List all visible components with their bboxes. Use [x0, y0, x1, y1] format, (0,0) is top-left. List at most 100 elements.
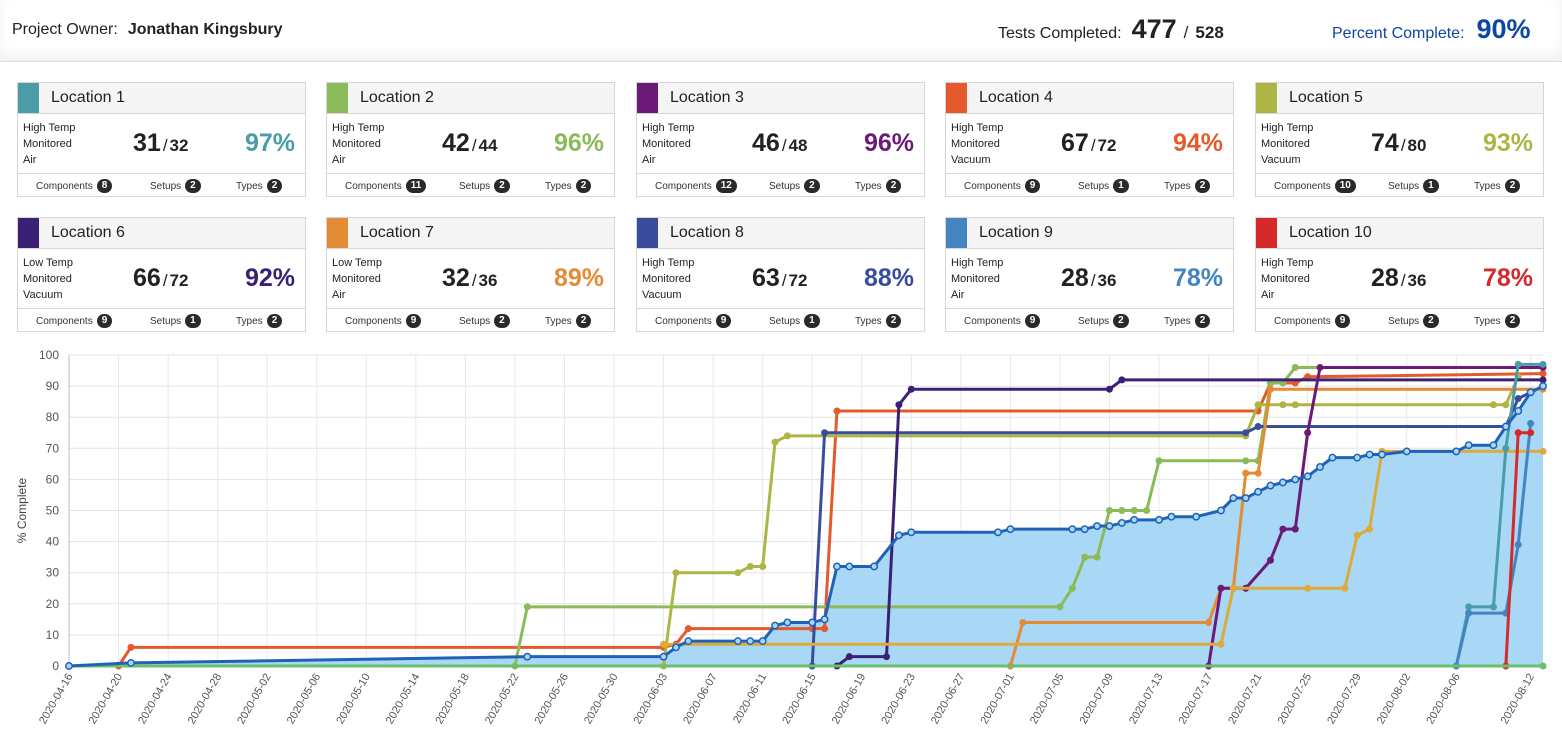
overall-point — [1130, 515, 1139, 524]
location-card-header: Location 9 — [946, 218, 1233, 249]
overall-point — [1117, 518, 1126, 527]
setups-badge: 2 — [804, 179, 820, 193]
components-badge: 8 — [96, 179, 113, 193]
x-tick-label: 2020-07-25 — [1276, 672, 1315, 727]
location-count: 31/32 — [133, 129, 188, 158]
location-card[interactable]: Location 9 High Temp Monitored Air 28/36 78% C… — [945, 217, 1234, 332]
series-point — [1130, 507, 1138, 514]
series-point — [759, 562, 767, 570]
overall-point — [808, 618, 817, 627]
location-card[interactable]: Location 6 Low Temp Monitored Vacuum 66/72 92… — [17, 217, 306, 332]
location-card[interactable]: Location 10 High Temp Monitored Air 28/36 78%… — [1255, 217, 1544, 332]
components-label: Components — [345, 315, 402, 327]
location-done: 46 — [752, 129, 780, 157]
components-badge: 9 — [1024, 179, 1041, 193]
series-point — [746, 562, 754, 570]
location-card[interactable]: Location 1 High Temp Monitored Air 31/32 97% C… — [17, 82, 306, 197]
types-badge: 2 — [575, 314, 592, 328]
setups-label: Setups — [1388, 180, 1420, 192]
location-title: Location 8 — [670, 224, 744, 241]
location-card-footer: Components 9 Setups 1 Types 2 — [18, 308, 305, 332]
series-point — [1304, 429, 1312, 437]
location-card-footer: Components 9 Setups 2 Types 2 — [946, 308, 1233, 332]
location-done: 66 — [133, 264, 161, 292]
overall-point — [1365, 450, 1374, 459]
header-bar: Project Owner: Jonathan Kingsbury Tests C… — [0, 0, 1562, 62]
setups-label: Setups — [1078, 180, 1110, 192]
setups-group: Setups 1 — [150, 314, 201, 328]
series-point — [895, 401, 903, 409]
components-label: Components — [36, 315, 93, 327]
x-tick-label: 2020-08-12 — [1499, 672, 1538, 727]
x-tick-label: 2020-05-18 — [433, 672, 472, 727]
location-title: Location 1 — [51, 89, 125, 106]
owner-label: Project Owner: — [12, 21, 118, 38]
series-point — [1217, 584, 1225, 592]
types-badge: 2 — [1504, 314, 1521, 328]
location-slash: / — [162, 136, 168, 155]
location-total: 48 — [788, 136, 808, 155]
overall-point — [1229, 494, 1238, 503]
location-color-swatch — [327, 218, 348, 248]
series-point — [1019, 618, 1027, 626]
types-group: Types 2 — [545, 179, 592, 193]
location-card-footer: Components 9 Setups 1 Types 2 — [946, 173, 1233, 197]
overall-point — [1316, 463, 1324, 471]
x-tick-label: 2020-04-20 — [87, 672, 126, 727]
series-point — [845, 653, 853, 661]
location-total: 72 — [1097, 136, 1117, 155]
location-card[interactable]: Location 2 High Temp Monitored Air 42/44 96% C… — [326, 82, 615, 197]
overall-point — [907, 528, 916, 537]
series-point — [1291, 363, 1299, 371]
location-card[interactable]: Location 5 High Temp Monitored Vacuum 74/80 9… — [1255, 82, 1544, 197]
components-group: Components 10 — [1274, 179, 1356, 193]
tests-completed-value: 477 — [1131, 14, 1177, 44]
x-tick-label: 2020-04-24 — [136, 672, 175, 727]
location-color-swatch — [18, 218, 39, 248]
types-group: Types 2 — [1474, 179, 1521, 193]
overall-point — [1501, 422, 1510, 431]
series-point — [1304, 584, 1312, 592]
components-group: Components 8 — [36, 179, 113, 193]
types-label: Types — [855, 315, 882, 327]
series-point — [1539, 370, 1547, 378]
location-percent: 93% — [1482, 129, 1533, 157]
location-color-swatch — [637, 83, 658, 113]
location-percent: 92% — [244, 264, 295, 292]
location-card-header: Location 3 — [637, 83, 924, 114]
series-point — [1205, 618, 1213, 626]
x-tick-label: 2020-06-23 — [879, 672, 918, 727]
location-card[interactable]: Location 4 High Temp Monitored Vacuum 67/72 9… — [945, 82, 1234, 197]
components-group: Components 12 — [655, 179, 737, 193]
y-tick-label: 0 — [52, 659, 59, 673]
x-tick-label: 2020-05-02 — [235, 672, 274, 727]
components-badge: 9 — [405, 314, 422, 328]
x-tick-label: 2020-05-22 — [483, 672, 522, 727]
location-monitoring: Monitored — [951, 273, 1000, 285]
location-environment: Air — [951, 289, 965, 301]
y-tick-label: 30 — [46, 566, 60, 580]
location-done: 28 — [1371, 264, 1399, 292]
components-badge: 9 — [1024, 314, 1041, 328]
location-done: 42 — [442, 129, 470, 157]
series-point — [833, 407, 841, 415]
components-group: Components 9 — [655, 314, 732, 328]
location-card[interactable]: Location 3 High Temp Monitored Air 46/48 96% C… — [636, 82, 925, 197]
location-slash: / — [1090, 271, 1096, 290]
series-point — [1105, 385, 1113, 393]
location-card-footer: Components 12 Setups 2 Types 2 — [637, 173, 924, 197]
location-temp: Low Temp — [332, 257, 382, 269]
location-card-footer: Components 9 Setups 2 Types 2 — [327, 308, 614, 332]
location-count: 66/72 — [133, 264, 188, 293]
components-label: Components — [1274, 315, 1331, 327]
location-card[interactable]: Location 7 Low Temp Monitored Air 32/36 89% Co… — [326, 217, 615, 332]
types-group: Types 2 — [1164, 179, 1211, 193]
x-tick-label: 2020-07-13 — [1127, 672, 1166, 727]
location-title: Location 4 — [979, 89, 1053, 106]
location-title: Location 10 — [1289, 224, 1372, 241]
overall-point — [126, 658, 135, 667]
setups-badge: 2 — [494, 179, 510, 193]
location-percent: 97% — [244, 129, 295, 157]
types-label: Types — [1474, 315, 1501, 327]
location-card[interactable]: Location 8 High Temp Monitored Vacuum 63/72 8… — [636, 217, 925, 332]
